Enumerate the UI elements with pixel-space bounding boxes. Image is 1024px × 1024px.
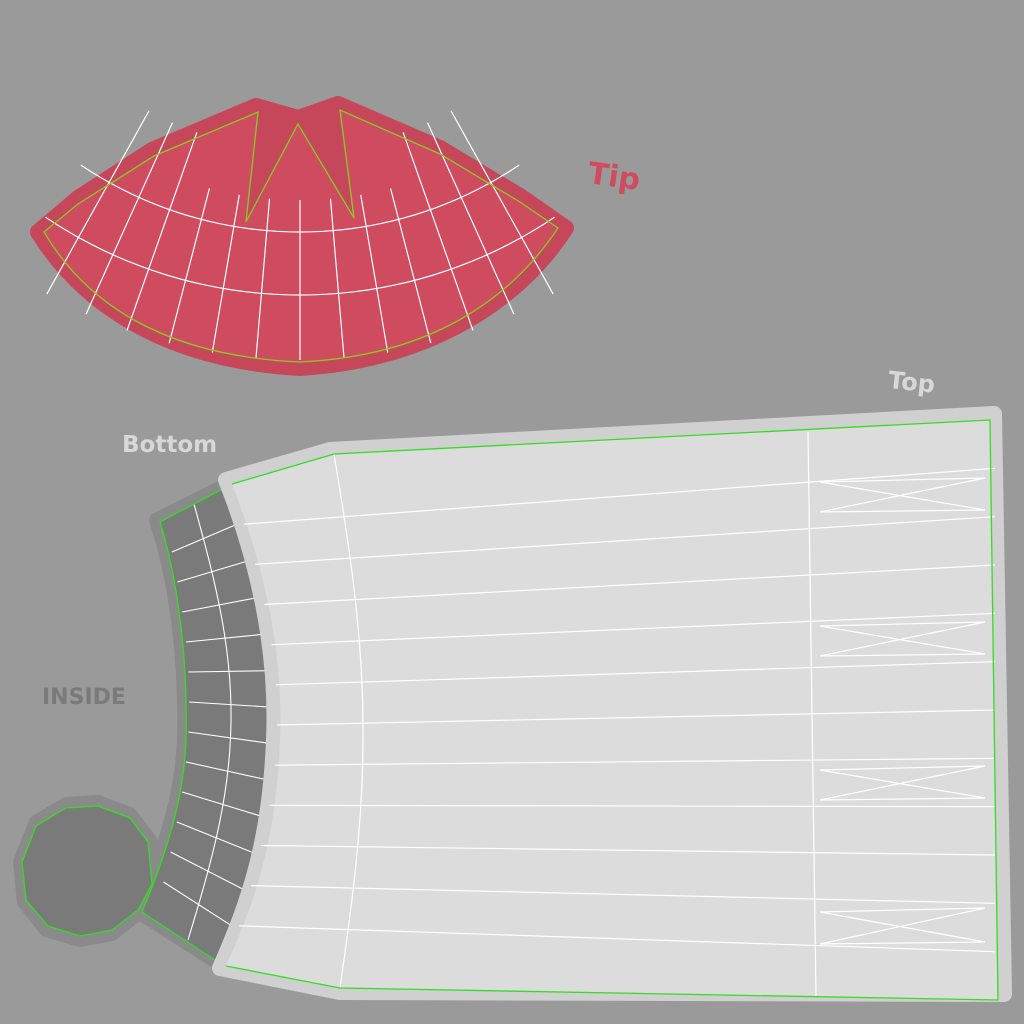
- body-uv-island: [220, 414, 1004, 1000]
- top-label: Top: [887, 366, 937, 399]
- inside-label: INSIDE: [42, 685, 126, 710]
- bottom-label: Bottom: [122, 432, 217, 458]
- tip-label: Tip: [586, 156, 643, 198]
- body-island-fill: [226, 420, 998, 1000]
